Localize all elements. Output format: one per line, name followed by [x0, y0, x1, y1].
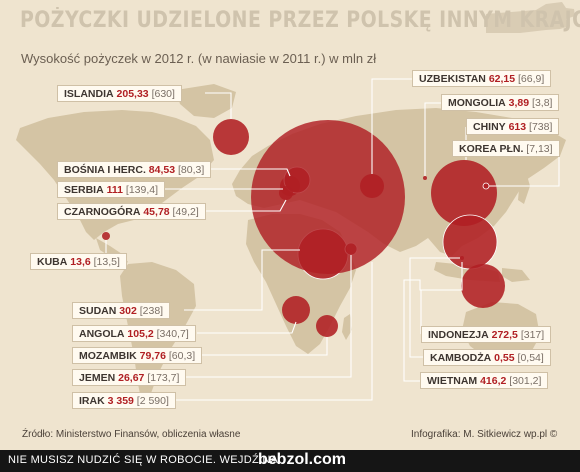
greenland-shape [176, 84, 236, 118]
bubble-uzbekistan [360, 174, 384, 198]
bubble-mongolia [423, 176, 427, 180]
label-czarnogora: CZARNOGÓRA 45,78 [49,2] [57, 203, 206, 220]
bubble-irak [251, 120, 405, 274]
bubble-indonezja [442, 214, 498, 270]
infographic-subtitle: Wysokość pożyczek w 2012 r. (w nawiasie … [21, 51, 377, 66]
label-sudan: SUDAN 302 [238] [72, 302, 171, 319]
new-guinea-shape [502, 268, 530, 282]
leader-line [424, 102, 441, 176]
label-uzbekistan: UZBEKISTAN 62,15 [66,9] [412, 70, 552, 87]
label-serbia: SERBIA 111 [139,4] [57, 181, 166, 198]
leader-line [403, 279, 461, 382]
label-islandia: ISLANDIA 205,33 [630] [57, 85, 182, 102]
bubbles-group [102, 119, 505, 337]
leader-line [182, 255, 352, 378]
bubble-chiny [431, 160, 497, 226]
bubble-mozambik [316, 315, 338, 337]
label-chiny: CHINY 613 [738] [466, 118, 560, 135]
bubble-kuba [102, 232, 110, 240]
label-korea: KOREA PŁN. [7,13] [452, 140, 560, 157]
credit-note: Infografika: M. Sitkiewicz wp.pl © [411, 429, 558, 440]
source-note: Źródło: Ministerstwo Finansów, obliczeni… [22, 429, 241, 440]
label-wietnam: WIETNAM 416,2 [301,2] [420, 372, 549, 389]
leader-line [371, 78, 412, 174]
label-bosnia: BOŚNIA I HERC. 84,53 [80,3] [57, 161, 212, 178]
leader-line [184, 249, 300, 311]
label-angola: ANGOLA 105,2 [340,7] [72, 325, 196, 342]
footer-bar: NIE MUSISZ NUDZIĆ SIĘ W ROBOCIE. WEJDŹ N… [0, 450, 580, 472]
label-indonezja: INDONEZJA 272,5 [317] [421, 326, 552, 343]
bubble-korea-płn- [482, 182, 490, 190]
leader-line [409, 257, 460, 358]
label-kambodza: KAMBODŻA 0,55 [0,54] [423, 349, 551, 366]
bubble-islandia [213, 119, 249, 155]
leader-line [198, 199, 287, 212]
leader-line [198, 337, 328, 356]
japan-shape [518, 172, 530, 204]
footer-text: NIE MUSISZ NUDZIĆ SIĘ W ROBOCIE. WEJDŹ N… [8, 454, 279, 466]
leader-line [197, 321, 297, 334]
bubble-angola [282, 296, 310, 324]
madagascar-shape [342, 314, 352, 340]
label-jemen: JEMEN 26,67 [173,7] [72, 369, 187, 386]
label-irak: IRAK 3 359 [2 590] [72, 392, 176, 409]
hand-icon [486, 2, 575, 33]
label-kuba: KUBA 13,6 [13,5] [30, 253, 127, 270]
bubble-kambodża [460, 256, 464, 260]
bubble-wietnam [461, 264, 505, 308]
leader-lines [105, 78, 560, 401]
leader-line [489, 149, 560, 187]
infographic-title: POŻYCZKI UDZIELONE PRZEZ POLSKĘ INNYM KR… [20, 8, 580, 33]
label-mongolia: MONGOLIA 3,89 [3,8] [441, 94, 560, 111]
leader-line [205, 92, 232, 119]
label-mozambik: MOZAMBIK 79,76 [60,3] [72, 347, 203, 364]
site-logo-link[interactable]: bebzol.com [258, 451, 347, 468]
leader-line [198, 168, 291, 177]
leader-line [163, 262, 373, 401]
